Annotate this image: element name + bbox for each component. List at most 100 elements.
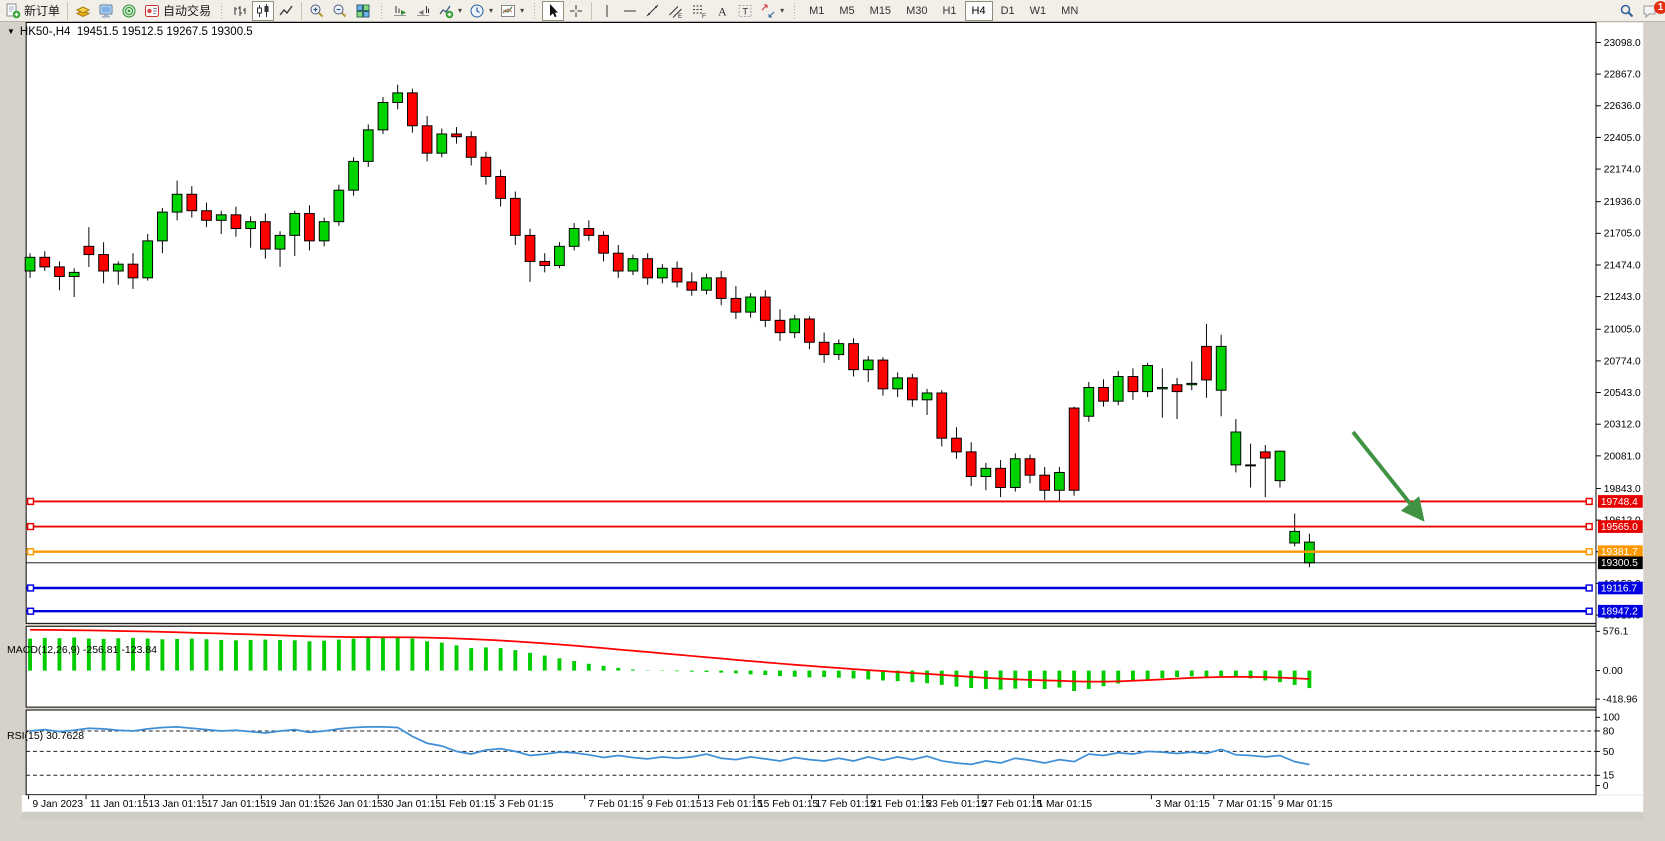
new-order-button[interactable]: 新订单 (2, 1, 63, 21)
line-mode-button[interactable] (275, 1, 297, 21)
rsi-pane[interactable] (25, 709, 1597, 796)
notifications-button[interactable]: 1 (1639, 0, 1665, 21)
line-anchor-left[interactable] (26, 548, 35, 556)
timeframe-h1[interactable]: H1 (942, 4, 957, 17)
zoom-out-button[interactable] (329, 1, 351, 21)
candle-body-bear (480, 156, 492, 177)
candle-body-bull (1112, 376, 1124, 402)
indicators-list-dropdown-icon[interactable]: ▾ (458, 6, 463, 15)
chart-collapse-icon[interactable]: ▼ (7, 27, 15, 36)
timeframe-h4[interactable]: H4 (964, 0, 993, 21)
candle-body-bear (421, 125, 433, 154)
zoom-in-button[interactable] (306, 1, 328, 21)
candle-body-bear (906, 377, 918, 401)
text-tool-button[interactable]: A (711, 1, 733, 21)
periods-button[interactable]: ▾ (466, 1, 496, 21)
candles-mode-button[interactable] (252, 0, 275, 21)
timeframe-mn[interactable]: MN (1061, 4, 1079, 17)
templates-dropdown-icon[interactable]: ▾ (520, 6, 525, 15)
candle-body-bear (804, 318, 815, 343)
candle-body-bear (39, 256, 51, 268)
candle-body-bull (436, 133, 448, 154)
candle-body-bear (1098, 386, 1109, 402)
svg-text:F: F (702, 13, 706, 19)
auto-scroll-button[interactable] (389, 1, 411, 21)
arrows-tool-dropdown-icon[interactable]: ▾ (780, 6, 785, 15)
line-anchor-left[interactable] (26, 497, 35, 506)
candle-body-bear (230, 214, 242, 230)
candle-body-bear (495, 175, 506, 199)
toolbar-separator (591, 1, 593, 20)
candle-body-bull (980, 467, 992, 478)
price-tick-label: 20774.0 (1604, 356, 1641, 367)
timeframe-w1[interactable]: W1 (1029, 4, 1047, 17)
candle-body-bull (348, 160, 359, 191)
chart-shift-button[interactable] (412, 1, 434, 21)
chart-title[interactable]: ▼ HK50-,H4 19451.5 19512.5 19267.5 19300.… (7, 26, 253, 38)
horizontal-line-tool-button[interactable] (619, 1, 641, 21)
candle-body-bull (789, 318, 801, 334)
candle-body-bull (333, 189, 345, 223)
line-anchor-right[interactable] (1585, 607, 1593, 615)
candle-body-bull (274, 234, 286, 250)
candle-body-bull (24, 256, 36, 272)
arrows-tool-icon (760, 3, 776, 19)
templates-button[interactable]: ▾ (497, 1, 527, 21)
horizontal-line-tool-icon (622, 3, 638, 19)
terminal-button[interactable] (95, 1, 117, 21)
macd-scale-label: -418.96 (1603, 695, 1638, 706)
cursor-button[interactable] (542, 0, 565, 21)
time-tick-label: 3 Feb 01:15 (499, 799, 554, 810)
signals-button[interactable] (118, 1, 140, 21)
line-anchor-right[interactable] (1585, 584, 1593, 592)
chart-shift-icon (415, 3, 431, 19)
price-tick-label: 20312.0 (1604, 420, 1641, 431)
candle-body-bear (598, 234, 609, 254)
price-line-label: 19748.4 (1601, 497, 1638, 508)
label-tool-button[interactable]: T (734, 1, 756, 21)
line-anchor-right[interactable] (1585, 522, 1593, 531)
charts-stack-button[interactable] (72, 1, 94, 21)
auto-trading-button[interactable]: 自动交易 (141, 1, 214, 21)
time-tick-label: 7 Mar 01:15 (1218, 799, 1273, 810)
candle-body-bear (671, 267, 683, 283)
timeframe-m30[interactable]: M30 (906, 4, 928, 17)
candle-body-bear (583, 228, 595, 236)
candle-body-bull (554, 245, 565, 267)
price-line-label: 19381.7 (1601, 547, 1638, 558)
bars-mode-button[interactable] (229, 1, 251, 21)
candle-body-bull (171, 193, 183, 213)
line-anchor-left[interactable] (26, 607, 35, 615)
down-arrow-annotation[interactable] (1351, 430, 1425, 522)
timeframe-m1[interactable]: M1 (809, 4, 825, 17)
line-anchor-left[interactable] (26, 522, 35, 531)
trendline-tool-button[interactable] (642, 1, 664, 21)
price-line-label-box (1597, 495, 1643, 508)
equidistant-channel-tool-icon: E (668, 3, 684, 19)
fibonacci-tool-button[interactable]: F (688, 1, 710, 21)
line-anchor-right[interactable] (1585, 497, 1593, 506)
macd-indicator-label: MACD(12,26,9) -256.81 -123.84 (7, 644, 157, 656)
periods-dropdown-icon[interactable]: ▾ (489, 6, 494, 15)
candle-body-bull (892, 377, 904, 390)
indicators-list-button[interactable]: ▾ (435, 1, 465, 21)
arrows-tool-button[interactable]: ▾ (757, 1, 787, 21)
time-tick-label: 30 Jan 01:15 (382, 799, 441, 810)
line-anchor-left[interactable] (26, 584, 35, 592)
timeframe-d1[interactable]: D1 (1000, 4, 1015, 17)
timeframe-m15[interactable]: M15 (869, 4, 892, 17)
chart-canvas[interactable]: 23098.0 22867.0 22636.0 22405.0 22174.0 21936… (0, 22, 1665, 841)
equidistant-channel-tool-button[interactable]: E (665, 1, 687, 21)
timeframe-m5[interactable]: M5 (839, 4, 855, 17)
price-tick-label: 19843.0 (1604, 484, 1641, 495)
candle-body-bear (642, 258, 654, 279)
candle-body-bull (1289, 530, 1301, 544)
line-anchor-right[interactable] (1585, 548, 1593, 556)
vertical-line-tool-button[interactable] (596, 1, 618, 21)
crosshair-button[interactable] (565, 1, 587, 21)
tile-windows-button[interactable] (352, 1, 374, 21)
indicators-list-icon (438, 3, 454, 19)
time-tick-label: 9 Mar 01:15 (1278, 799, 1333, 810)
search-button[interactable] (1616, 1, 1638, 21)
